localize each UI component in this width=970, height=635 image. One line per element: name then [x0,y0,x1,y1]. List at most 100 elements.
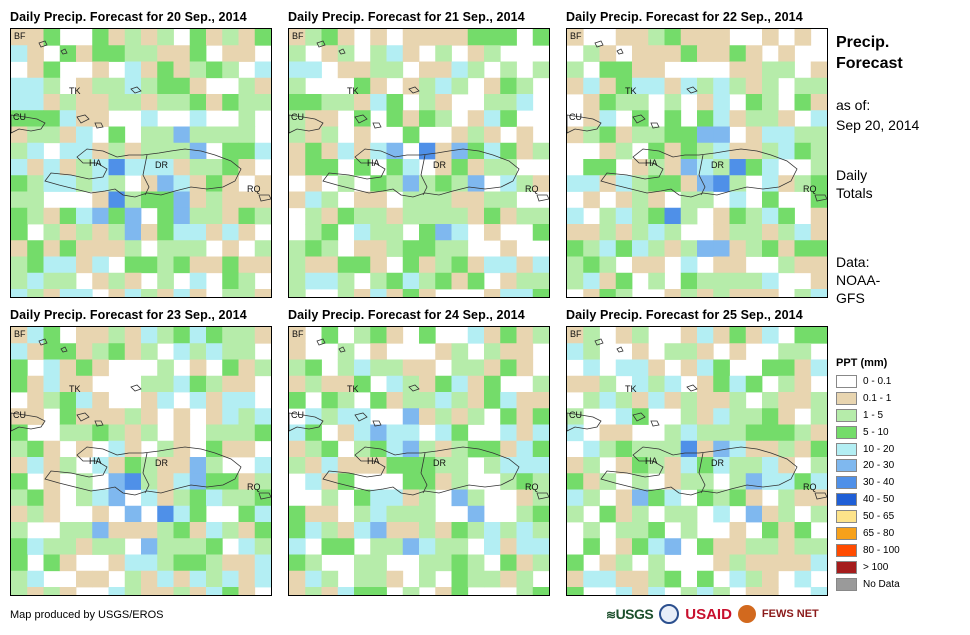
precip-cell [157,224,174,241]
precip-cell [583,289,600,297]
precip-cell [321,240,339,257]
precip-cell [697,240,714,257]
precip-cell [76,94,93,111]
precip-cell [141,110,158,127]
precip-cell [632,175,649,192]
precip-cell [222,29,239,46]
precip-cell [648,522,665,539]
precip-cell [402,408,420,425]
precip-cell [59,110,77,127]
precip-cell [11,457,28,474]
precip-cell [532,224,549,241]
precip-cell [680,424,698,442]
precip-cell [59,224,77,241]
legend-item: 40 - 50 [836,491,900,508]
precip-cell [305,94,322,111]
precip-cell [778,457,795,474]
precip-cell [516,94,534,111]
precip-cell [11,473,28,490]
precip-cell [206,392,223,409]
precip-cell [27,207,44,225]
precip-cell [92,61,109,79]
precip-cell [222,392,239,409]
precip-cell [173,554,191,572]
precip-cell [451,359,469,377]
precip-cell [713,77,730,95]
precip-cell [337,29,355,46]
data-source-line1: Data: [836,254,870,270]
precip-cell [664,159,682,176]
precip-cell [386,289,404,297]
precip-cell [648,45,665,62]
precip-cell [680,457,698,474]
map-label-rq: RQ [525,482,539,492]
precip-cell [762,392,779,409]
precip-cell [778,440,795,458]
precip-cell [173,191,191,209]
precip-cell [254,61,271,79]
legend-swatch [836,425,857,439]
precip-cell [189,289,207,297]
precip-cell [680,392,698,409]
precip-cell [289,256,306,274]
precip-cell [238,207,256,225]
precip-cell [794,343,812,360]
precip-cell [108,224,126,241]
precip-cell [43,224,61,241]
legend-item: 1 - 5 [836,407,900,424]
precip-cell [206,191,223,209]
precip-cell [222,207,239,225]
precip-cell [697,375,714,393]
precip-cell [222,240,239,257]
precip-cell [108,77,126,95]
precip-cell [451,554,469,572]
precip-cell [11,110,28,127]
precip-cell [467,272,485,290]
precip-cell [222,126,239,144]
precip-cell [370,327,387,344]
precip-cell [354,359,371,377]
precip-cell [648,224,665,241]
precip-cell [810,392,827,409]
precip-cell [451,570,469,588]
map-label-ha: HA [645,456,658,466]
precip-cell [810,457,827,474]
precip-cell [762,408,779,425]
precip-cell [451,392,469,409]
precip-cell [729,61,747,79]
precip-cell [484,142,501,160]
precip-cell [206,570,223,588]
precip-cell [713,207,730,225]
precip-cell [583,240,600,257]
precip-cell [500,272,517,290]
precip-cell [713,457,730,474]
precip-cell [173,224,191,241]
precip-cell [189,457,207,474]
precip-cell [157,457,174,474]
precip-cell [419,207,436,225]
precip-cell [11,587,28,595]
precip-cell [567,77,584,95]
precip-map: BF TK CU HA DR RQ [10,28,272,298]
legend-swatch [836,408,857,422]
precip-cell [810,289,827,297]
precip-cell [141,327,158,344]
precip-cell [729,538,747,555]
precip-cell [729,327,747,344]
precip-cell [778,224,795,241]
precip-cell [599,256,617,274]
precip-cell [729,191,747,209]
precip-cell [402,29,420,46]
legend-swatch [836,391,857,405]
map-label-rq: RQ [525,184,539,194]
precip-cell [141,392,158,409]
precip-cell [11,45,28,62]
precip-cell [27,175,44,192]
precip-cell [664,94,682,111]
precip-grid [289,327,549,595]
as-of-label: as of: [836,97,871,113]
precip-cell [206,94,223,111]
precip-cell [484,375,501,393]
precip-cell [664,240,682,257]
precip-cell [92,191,109,209]
